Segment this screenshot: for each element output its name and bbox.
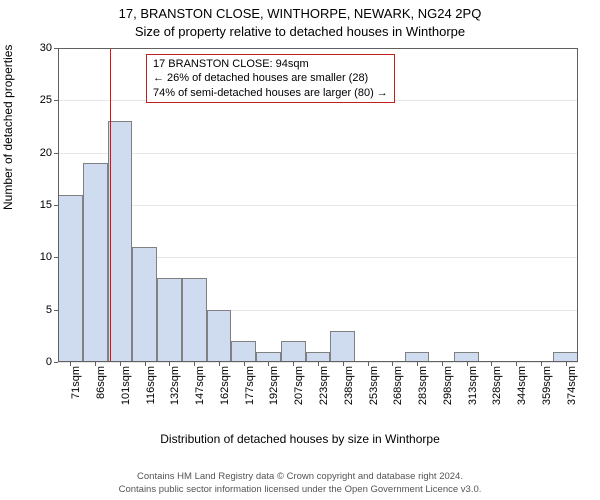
y-tick-label: 15 [40, 199, 52, 211]
bar [231, 341, 256, 362]
x-tick-label: 268sqm [392, 366, 404, 405]
y-tick-mark [54, 310, 58, 311]
x-tick-label: 177sqm [244, 366, 256, 405]
marker-line [110, 48, 111, 362]
x-tick-label: 116sqm [145, 366, 157, 404]
x-tick-label: 86sqm [95, 366, 107, 399]
x-tick-label: 298sqm [442, 366, 454, 405]
bar [306, 352, 331, 362]
x-tick-label: 71sqm [70, 366, 82, 399]
histogram-chart: 17, BRANSTON CLOSE, WINTHORPE, NEWARK, N… [0, 0, 600, 500]
y-axis-label: Number of detached properties [1, 45, 15, 210]
bar [405, 352, 430, 362]
chart-title-line2: Size of property relative to detached ho… [0, 24, 600, 39]
bar [132, 247, 157, 362]
bar [83, 163, 108, 362]
chart-title-line1: 17, BRANSTON CLOSE, WINTHORPE, NEWARK, N… [0, 6, 600, 21]
y-tick-label: 5 [46, 304, 52, 316]
x-tick-label: 192sqm [268, 366, 280, 405]
x-tick-label: 238sqm [343, 366, 355, 405]
x-tick-label: 359sqm [541, 366, 553, 405]
x-tick-label: 223sqm [318, 366, 330, 405]
bar [553, 352, 578, 362]
x-tick-label: 344sqm [516, 366, 528, 405]
y-tick-mark [54, 100, 58, 101]
annotation-box: 17 BRANSTON CLOSE: 94sqm ← 26% of detach… [146, 54, 395, 103]
footer-line2: Contains public sector information licen… [0, 484, 600, 496]
x-tick-label: 147sqm [194, 366, 206, 405]
x-tick-label: 162sqm [219, 366, 231, 405]
bar [330, 331, 355, 362]
annotation-line3: 74% of semi-detached houses are larger (… [153, 86, 388, 100]
plot-area: 17 BRANSTON CLOSE: 94sqm ← 26% of detach… [58, 48, 578, 362]
y-tick-label: 20 [40, 147, 52, 159]
x-tick-label: 253sqm [368, 366, 380, 405]
bar [454, 352, 479, 362]
x-tick-label: 283sqm [417, 366, 429, 405]
bar [58, 195, 83, 362]
footer-line1: Contains HM Land Registry data © Crown c… [0, 471, 600, 483]
annotation-line1: 17 BRANSTON CLOSE: 94sqm [153, 57, 388, 71]
bar [207, 310, 232, 362]
x-axis-label: Distribution of detached houses by size … [0, 432, 600, 446]
x-tick-label: 374sqm [566, 366, 578, 405]
bar [108, 121, 133, 362]
y-tick-mark [54, 153, 58, 154]
bar [157, 278, 182, 362]
footer-credits: Contains HM Land Registry data © Crown c… [0, 471, 600, 496]
y-tick-mark [54, 48, 58, 49]
bar [256, 352, 281, 362]
y-tick-mark [54, 257, 58, 258]
bar [281, 341, 306, 362]
y-tick-label: 25 [40, 94, 52, 106]
x-tick-label: 328sqm [491, 366, 503, 405]
y-tick-mark [54, 205, 58, 206]
x-tick-label: 132sqm [169, 366, 181, 405]
bar [182, 278, 207, 362]
y-tick-label: 30 [40, 42, 52, 54]
y-tick-mark [54, 362, 58, 363]
y-tick-label: 0 [46, 356, 52, 368]
x-tick-label: 207sqm [293, 366, 305, 405]
x-tick-label: 313sqm [467, 366, 479, 405]
x-tick-label: 101sqm [120, 366, 132, 405]
y-tick-label: 10 [40, 251, 52, 263]
annotation-line2: ← 26% of detached houses are smaller (28… [153, 71, 388, 85]
